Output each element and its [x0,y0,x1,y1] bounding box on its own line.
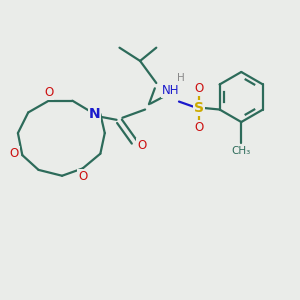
Text: O: O [78,170,87,183]
Text: N: N [89,107,100,121]
Text: CH₃: CH₃ [232,146,251,157]
Text: O: O [10,147,19,160]
Text: O: O [194,82,204,95]
Text: O: O [194,121,204,134]
Text: O: O [44,86,53,99]
Text: O: O [137,139,146,152]
Text: H: H [177,73,184,83]
Text: S: S [194,101,204,115]
Text: NH: NH [162,85,180,98]
